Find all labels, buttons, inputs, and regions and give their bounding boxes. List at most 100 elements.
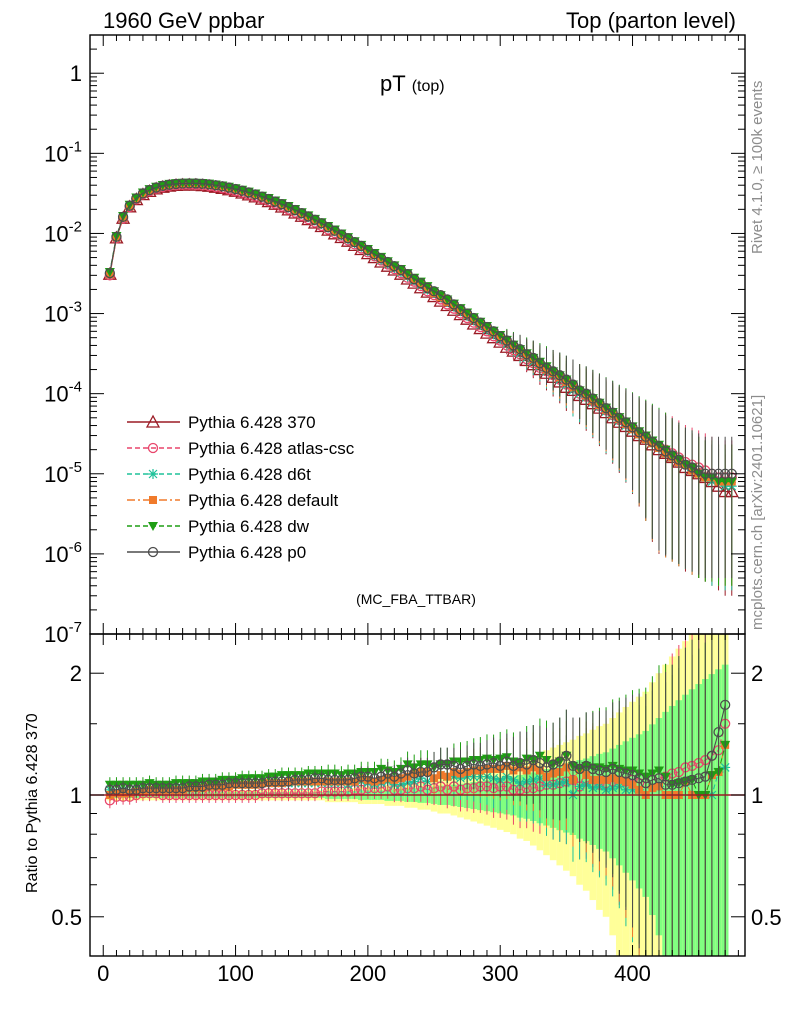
x-tick-label: 100	[217, 961, 254, 986]
ratio-marker-p0	[720, 699, 731, 711]
ratio-marker-p0	[243, 777, 254, 789]
ratio-y-tick-label-left: 0.5	[51, 905, 82, 930]
legend-label-default: Pythia 6.428 default	[188, 491, 339, 510]
main-y-tick-label: 10-4	[44, 379, 82, 407]
ratio-marker-p0	[409, 768, 420, 779]
ratio-marker-p0	[567, 760, 579, 772]
main-marker-p0	[303, 211, 314, 222]
main-marker-p0	[693, 465, 704, 476]
header-right: Top (parton level)	[566, 8, 736, 33]
ratio-marker-p0	[693, 773, 704, 784]
ratio-marker-p0	[481, 759, 493, 770]
main-marker-p0	[137, 188, 149, 199]
plot-title-main: pT	[380, 71, 406, 96]
ratio-marker-p0	[600, 766, 612, 778]
ratio-y-tick-label-right: 1	[751, 783, 763, 808]
main-marker-p0	[587, 393, 598, 404]
ratio-marker-p0	[461, 760, 473, 772]
ratio-marker-p0	[309, 773, 321, 784]
ratio-marker-p0	[395, 768, 407, 779]
ratio-marker-p0	[289, 774, 301, 786]
ratio-marker-p0	[270, 776, 281, 787]
ratio-marker-p0	[614, 766, 625, 778]
ratio-marker-p0	[342, 774, 354, 786]
main-marker-p0	[164, 179, 175, 190]
ratio-marker-p0	[428, 762, 440, 773]
main-y-tick-label: 1	[70, 61, 82, 86]
main-marker-p0	[263, 193, 274, 205]
ratio-marker-p0	[488, 757, 499, 769]
ratio-marker-p0	[541, 762, 552, 773]
ratio-marker-p0	[349, 773, 360, 784]
ratio-marker-p0	[184, 781, 195, 792]
legend-marker-default	[149, 496, 157, 504]
ratio-marker-p0	[144, 782, 155, 794]
x-tick-label: 0	[97, 961, 109, 986]
ratio-marker-p0	[415, 766, 426, 778]
main-marker-p0	[561, 374, 572, 385]
ratio-marker-p0	[190, 781, 202, 792]
ratio-marker-p0	[203, 779, 215, 790]
legend-marker-dw	[148, 522, 158, 531]
main-marker-p0	[270, 196, 281, 207]
legend-label-d6t: Pythia 6.428 d6t	[188, 465, 311, 484]
main-marker-p0	[283, 201, 294, 213]
analysis-label: (MC_FBA_TTBAR)	[356, 591, 476, 607]
main-marker-p0	[131, 193, 142, 204]
ratio-marker-p0	[435, 759, 446, 770]
ratio-marker-p0	[197, 781, 208, 792]
ratio-marker-p0	[157, 782, 168, 794]
ratio-marker-p0	[137, 782, 149, 794]
legend-marker-p0	[147, 546, 159, 558]
legend-label-p0: Pythia 6.428 p0	[188, 543, 306, 562]
main-marker-p0	[574, 385, 585, 396]
ratio-series-group	[104, 634, 731, 956]
ratio-marker-p0	[356, 771, 367, 782]
ratio-marker-p0	[256, 777, 268, 789]
main-marker-p0	[117, 211, 129, 223]
main-marker-p0	[151, 182, 162, 193]
ratio-marker-p0	[336, 774, 347, 786]
x-tick-label: 300	[482, 961, 519, 986]
main-y-tick-label: 10-5	[44, 459, 82, 487]
ratio-marker-p0	[230, 777, 241, 789]
ratio-marker-p0	[296, 774, 307, 786]
plot-title-sub: (top)	[412, 78, 445, 95]
ratio-marker-p0	[283, 776, 294, 787]
ratio-marker-p0	[329, 774, 340, 786]
ratio-marker-p0	[323, 774, 334, 786]
ratio-y-tick-label-left: 1	[70, 783, 82, 808]
plot-title: pT (top)	[380, 71, 445, 96]
main-marker-p0	[700, 468, 711, 479]
ratio-marker-p0	[647, 774, 658, 786]
ratio-marker-p0	[680, 776, 691, 787]
ratio-marker-p0	[706, 750, 718, 761]
ratio-marker-p0	[686, 774, 698, 786]
ratio-marker-p0	[303, 774, 314, 786]
x-tick-label: 200	[350, 961, 387, 986]
ratio-marker-p0	[620, 768, 632, 779]
ratio-marker-p0	[633, 773, 645, 784]
main-marker-p0	[223, 182, 235, 193]
ratio-marker-p0	[375, 771, 387, 782]
ratio-marker-p0	[223, 777, 235, 789]
main-marker-p0	[276, 199, 288, 210]
main-marker-p0	[170, 178, 182, 190]
main-marker-p0	[402, 269, 413, 280]
ratio-marker-p0	[177, 782, 188, 794]
ratio-marker-p0	[263, 776, 274, 787]
main-marker-p0	[673, 454, 684, 465]
ratio-marker-p0	[448, 760, 460, 772]
legend-marker-s370	[145, 414, 161, 428]
main-marker-p0	[442, 294, 453, 305]
main-y-tick-label: 10-1	[44, 138, 82, 166]
main-marker-p0	[514, 343, 526, 355]
ratio-marker-p0	[468, 759, 479, 770]
ratio-marker-p0	[594, 765, 605, 776]
ratio-marker-p0	[276, 776, 288, 787]
main-marker-p0	[177, 178, 188, 189]
ratio-y-tick-label-left: 2	[70, 661, 82, 686]
ratio-marker-p0	[151, 782, 162, 794]
main-marker-p0	[237, 185, 248, 196]
legend-label-dw: Pythia 6.428 dw	[188, 517, 310, 536]
